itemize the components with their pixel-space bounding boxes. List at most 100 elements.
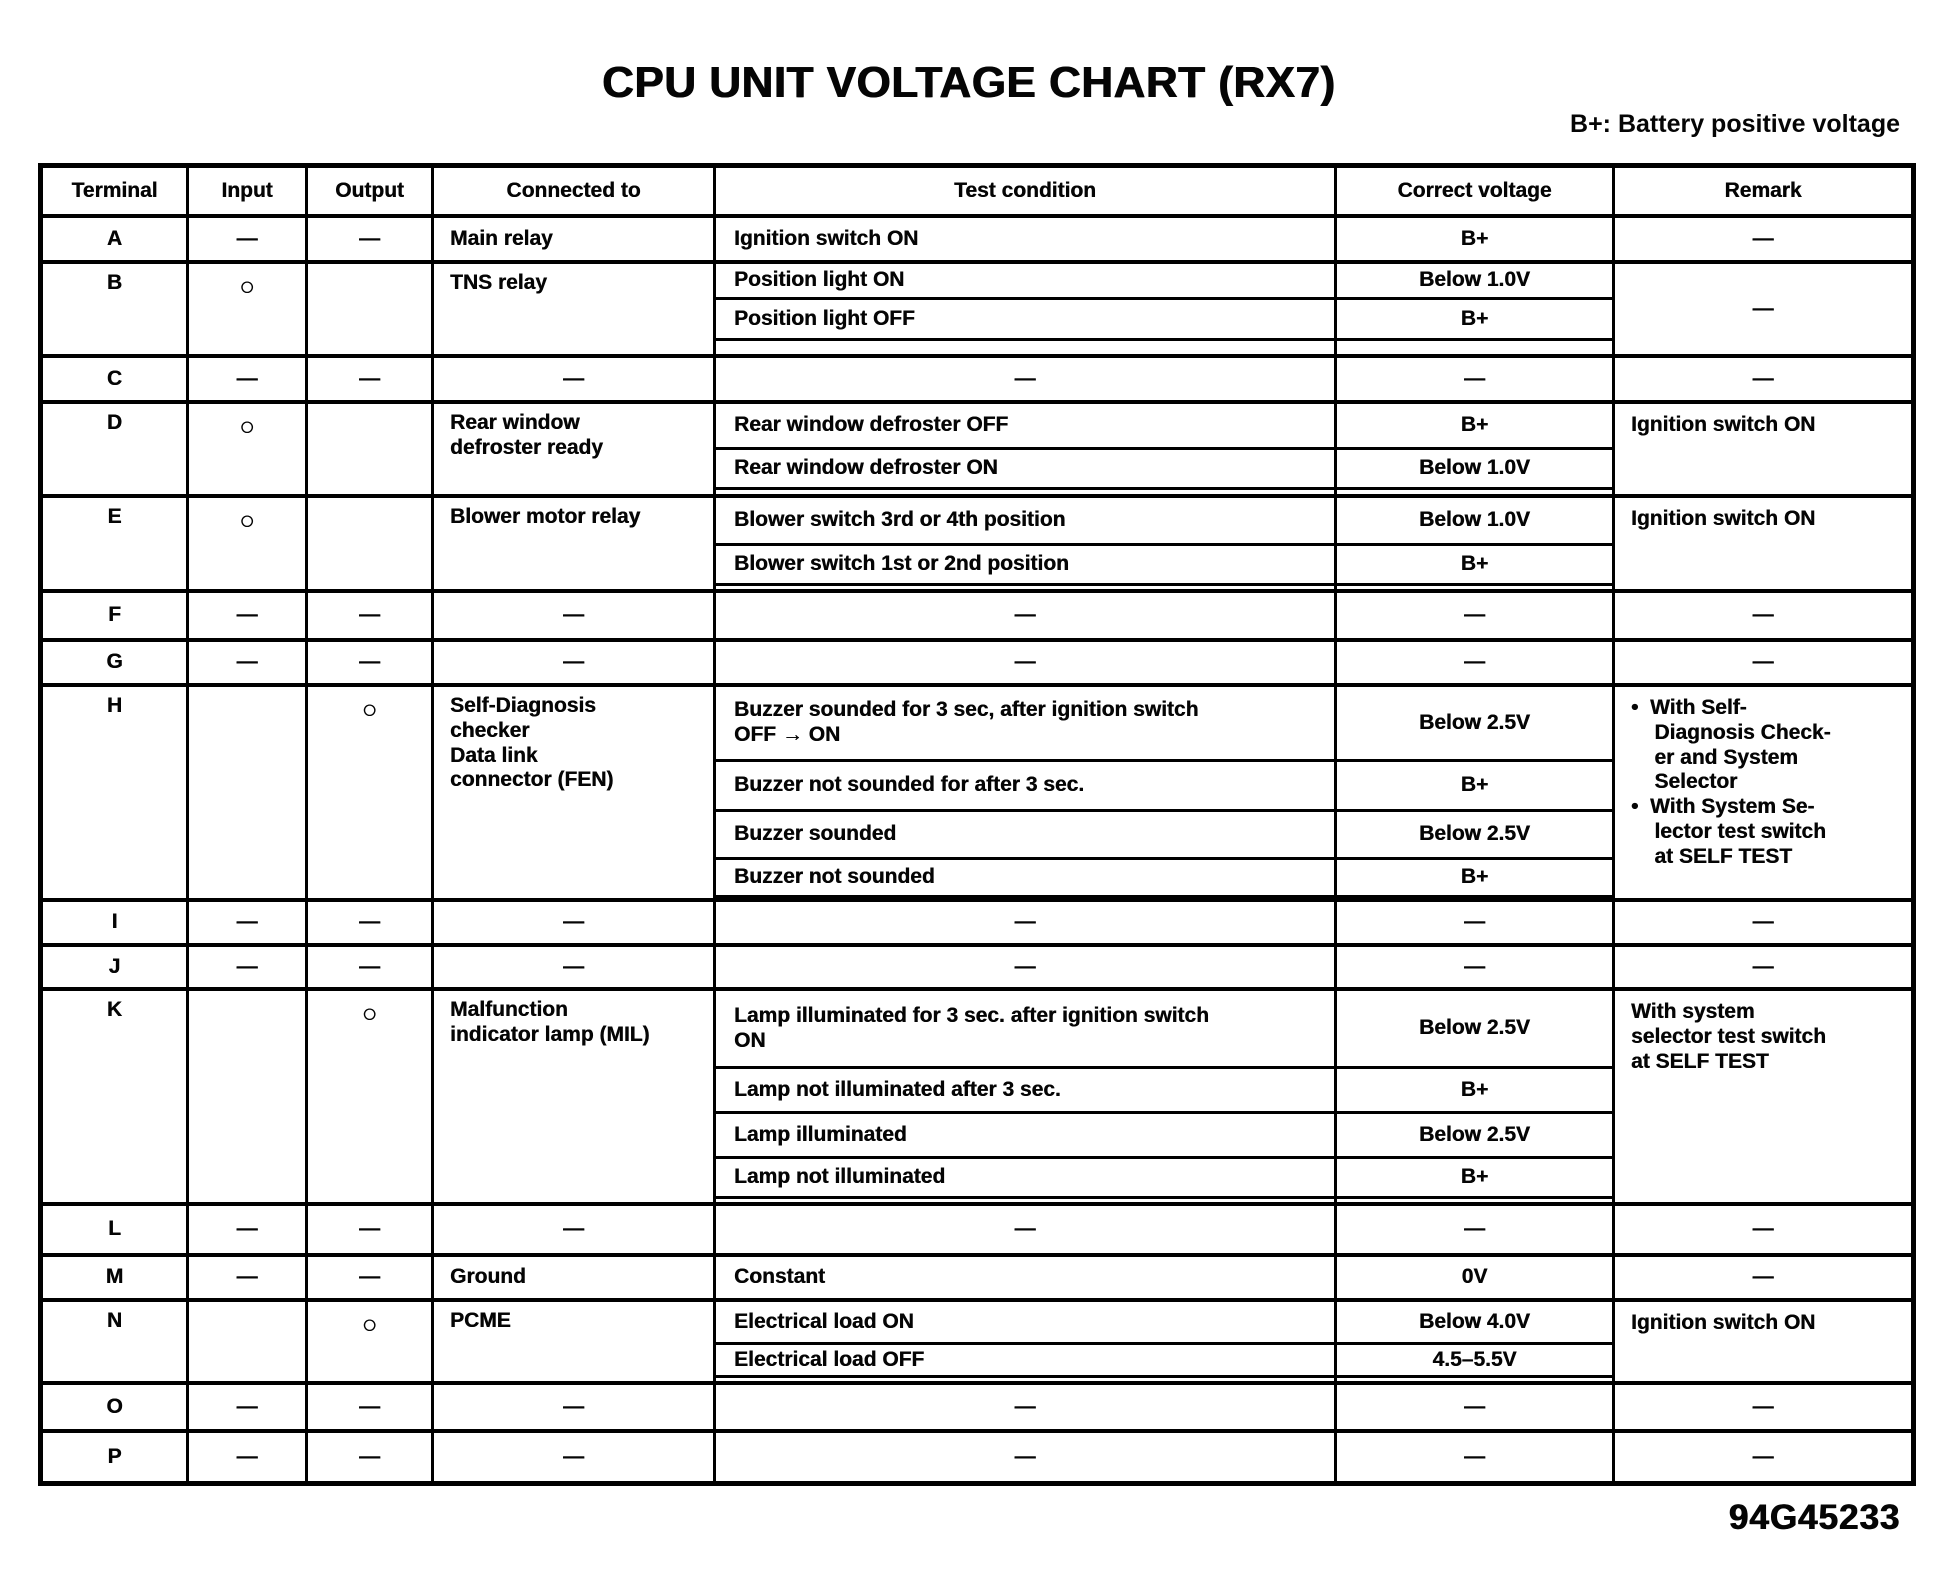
terminal-cell: C	[43, 358, 189, 400]
table-row: I — — — — — —	[43, 898, 1911, 943]
table-row: L — — — — — —	[43, 1202, 1911, 1253]
condition-subrow: Position light ON Below 1.0V	[716, 264, 1612, 297]
output-cell: —	[308, 1257, 434, 1298]
table-row: H ○ Self-Diagnosis checker Data link conne…	[43, 683, 1911, 898]
test-condition-cell: Buzzer sounded	[716, 812, 1337, 857]
conditions-group: Position light ON Below 1.0V Position ligh…	[716, 264, 1615, 354]
terminal-cell: K	[43, 991, 189, 1202]
correct-voltage-cell: B+	[1460, 773, 1489, 797]
input-cell: —	[189, 1206, 308, 1253]
test-condition-cell: Ignition switch ON	[716, 218, 1337, 260]
output-cell: —	[308, 902, 434, 943]
filler-subrow	[716, 1196, 1612, 1202]
output-cell: —	[308, 947, 434, 987]
conditions-group: — —	[716, 1206, 1615, 1253]
filler-cell	[1337, 1199, 1612, 1202]
test-condition-cell: Buzzer sounded for 3 sec, after ignition…	[716, 687, 1337, 759]
conditions-group: — —	[716, 642, 1615, 683]
terminal-cell: I	[43, 902, 189, 943]
test-condition-cell: Blower switch 1st or 2nd position	[716, 546, 1337, 583]
header-connected-to: Connected to	[434, 168, 716, 214]
connected-to-cell: —	[434, 642, 716, 683]
input-circle-icon: ○	[189, 264, 308, 354]
condition-subrow: Electrical load OFF 4.5–5.5V	[716, 1342, 1612, 1375]
output-circle-icon: ○	[308, 687, 434, 898]
table-row: F — — — — — —	[43, 589, 1911, 638]
terminal-cell: A	[43, 218, 189, 260]
test-condition-cell: Constant	[716, 1257, 1337, 1298]
output-cell	[308, 498, 434, 589]
test-condition-cell: Rear window defroster OFF	[716, 404, 1337, 447]
remark-cell: —	[1752, 1444, 1774, 1468]
condition-subrow: Position light OFF B+	[716, 297, 1612, 338]
filler-cell	[716, 490, 1337, 494]
table-row: G — — — — — —	[43, 638, 1911, 683]
test-condition-cell: Position light ON	[716, 264, 1337, 297]
table-row: K ○ Malfunction indicator lamp (MIL) Lamp i…	[43, 987, 1911, 1202]
filler-subrow	[716, 338, 1612, 354]
correct-voltage-cell: —	[1464, 366, 1485, 390]
filler-subrow	[716, 487, 1612, 494]
correct-voltage-cell: Below 2.5V	[1419, 710, 1530, 734]
correct-voltage-cell: Below 4.0V	[1419, 1309, 1530, 1333]
test-condition-cell: —	[716, 1433, 1337, 1481]
input-cell: —	[189, 1433, 308, 1481]
correct-voltage-cell: —	[1464, 910, 1485, 934]
connected-to-cell: Rear window defroster ready	[434, 404, 716, 494]
output-cell: —	[308, 642, 434, 683]
table-row: E ○ Blower motor relay Blower switch 3rd or…	[43, 494, 1911, 589]
correct-voltage-cell: Below 1.0V	[1419, 456, 1530, 480]
test-condition-cell: Lamp not illuminated	[716, 1159, 1337, 1196]
correct-voltage-cell: —	[1464, 1217, 1485, 1241]
correct-voltage-cell: Below 1.0V	[1419, 268, 1530, 292]
condition-subrow: Lamp not illuminated after 3 sec. B+	[716, 1066, 1612, 1111]
test-condition-cell: Blower switch 3rd or 4th position	[716, 498, 1337, 543]
remark-cell: Ignition switch ON	[1631, 413, 1816, 436]
correct-voltage-cell: B+	[1460, 1165, 1489, 1189]
header-input: Input	[189, 168, 308, 214]
input-cell: —	[189, 1385, 308, 1429]
filler-cell	[1337, 1378, 1612, 1381]
table-row: O — — — — — —	[43, 1381, 1911, 1429]
condition-subrow: Constant 0V	[716, 1257, 1612, 1298]
condition-subrow: — —	[716, 1206, 1612, 1253]
table-row: P — — — — — —	[43, 1429, 1911, 1481]
terminal-cell: L	[43, 1206, 189, 1253]
conditions-group: Buzzer sounded for 3 sec, after ignition…	[716, 687, 1615, 898]
correct-voltage-cell: B+	[1460, 1077, 1489, 1101]
input-cell: —	[189, 947, 308, 987]
correct-voltage-cell: Below 2.5V	[1419, 822, 1530, 846]
conditions-group: Lamp illuminated for 3 sec. after igniti…	[716, 991, 1615, 1202]
remark-cell: —	[1752, 910, 1774, 934]
correct-voltage-cell: —	[1464, 1394, 1485, 1418]
terminal-cell: N	[43, 1302, 189, 1381]
output-cell	[308, 264, 434, 354]
input-cell: —	[189, 218, 308, 260]
conditions-group: Electrical load ON Below 4.0V Electrical l…	[716, 1302, 1615, 1381]
condition-subrow: — —	[716, 902, 1612, 943]
table-row: N ○ PCME Electrical load ON Below 4.0V Electr…	[43, 1298, 1911, 1381]
connected-to-cell: —	[434, 358, 716, 400]
output-cell: —	[308, 1385, 434, 1429]
table-row: D ○ Rear window defroster ready Rear window…	[43, 400, 1911, 494]
test-condition-cell: —	[716, 902, 1337, 943]
test-condition-cell: —	[716, 947, 1337, 987]
output-circle-icon: ○	[308, 1302, 434, 1381]
header-conditions-group: Test condition Correct voltage	[716, 168, 1615, 214]
correct-voltage-cell: —	[1464, 954, 1485, 978]
table-header-row: Terminal Input Output Connected to Test …	[43, 168, 1911, 214]
terminal-cell: O	[43, 1385, 189, 1429]
connected-to-cell: —	[434, 1206, 716, 1253]
filler-cell	[1337, 586, 1612, 589]
document-number: 94G45233	[1728, 1498, 1900, 1537]
remark-cell: With system selector test switch at SELF…	[1631, 1000, 1826, 1073]
connected-to-cell: —	[434, 947, 716, 987]
test-condition-cell: —	[716, 358, 1337, 400]
table-row: M — — Ground Constant 0V —	[43, 1253, 1911, 1298]
output-circle-icon: ○	[308, 991, 434, 1202]
condition-subrow: Ignition switch ON B+	[716, 218, 1612, 260]
filler-subrow	[716, 583, 1612, 589]
condition-subrow: Rear window defroster OFF B+	[716, 404, 1612, 447]
filler-subrow	[716, 895, 1612, 898]
condition-subrow: Electrical load ON Below 4.0V	[716, 1302, 1612, 1342]
